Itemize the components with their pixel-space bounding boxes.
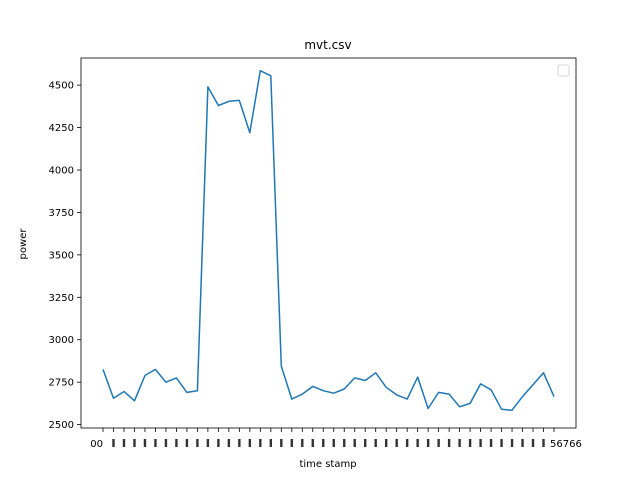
x-tick-label-overlap bbox=[489, 439, 493, 447]
x-tick-label-overlap bbox=[259, 439, 262, 447]
x-tick-label-overlap bbox=[122, 439, 126, 447]
x-tick-label-overlap bbox=[468, 439, 472, 447]
x-tick-label-overlap bbox=[133, 439, 136, 447]
x-tick-label-overlap bbox=[510, 439, 514, 447]
x-tick-label-overlap bbox=[269, 439, 273, 447]
x-tick-label-overlap bbox=[353, 439, 356, 447]
x-tick-label-overlap bbox=[185, 439, 189, 447]
x-tick-label-overlap bbox=[196, 439, 199, 447]
y-tick-label: 2500 bbox=[49, 420, 74, 431]
x-tick-label-overlap bbox=[542, 439, 545, 447]
x-tick-label-overlap bbox=[206, 439, 210, 447]
x-tick-label-overlap bbox=[143, 439, 147, 447]
y-axis-label: power bbox=[18, 228, 29, 260]
x-tick-label-overlap bbox=[416, 439, 419, 447]
x-tick-label-overlap bbox=[395, 439, 398, 447]
x-tick-label-overlap bbox=[301, 439, 304, 447]
x-tick-label-overlap bbox=[248, 439, 252, 447]
x-tick-label-overlap bbox=[374, 439, 377, 447]
x-tick-label-overlap bbox=[458, 439, 461, 447]
y-axis: 2500 2750 3000 3250 3500 3750 4000 4250 4500 bbox=[49, 81, 81, 431]
x-tick-label-overlap bbox=[426, 439, 430, 447]
x-tick-label-last: 56766 bbox=[550, 439, 582, 450]
y-tick-label: 4250 bbox=[49, 123, 74, 134]
x-tick-label-overlap bbox=[500, 439, 503, 447]
y-tick-label: 3750 bbox=[49, 208, 74, 219]
x-tick-label-overlap bbox=[154, 439, 157, 447]
y-tick-label: 3250 bbox=[49, 293, 74, 304]
y-tick-label: 3000 bbox=[49, 335, 74, 346]
x-tick-label-overlap bbox=[343, 439, 346, 447]
x-tick-label-overlap bbox=[238, 439, 241, 447]
y-tick-label: 3500 bbox=[49, 250, 74, 261]
x-tick-label-overlap bbox=[175, 439, 178, 447]
x-tick-label-overlap bbox=[164, 439, 168, 447]
y-tick-label: 4500 bbox=[49, 81, 74, 92]
chart-title: mvt.csv bbox=[304, 38, 351, 52]
legend-box bbox=[557, 64, 570, 77]
y-tick-label: 2750 bbox=[49, 378, 74, 389]
x-axis-label: time stamp bbox=[299, 459, 356, 470]
x-tick-label-overlap bbox=[437, 439, 440, 447]
x-tick-label-overlap bbox=[521, 439, 524, 447]
power-series-line bbox=[102, 69, 555, 411]
x-tick-label-overlap bbox=[290, 439, 293, 447]
x-tick-label-overlap bbox=[531, 439, 535, 447]
x-tick-label-overlap bbox=[447, 439, 451, 447]
x-tick-label-first: 00 bbox=[90, 439, 103, 450]
x-tick-label-overlap bbox=[227, 439, 231, 447]
x-tick-label-overlap bbox=[280, 439, 283, 447]
x-tick-label-overlap bbox=[384, 439, 388, 447]
x-tick-label-overlap bbox=[112, 439, 115, 447]
y-tick-label: 4000 bbox=[49, 166, 74, 177]
x-tick-label-overlap bbox=[311, 439, 314, 447]
x-tick-label-overlap bbox=[479, 439, 482, 447]
x-tick-label-overlap bbox=[322, 439, 325, 447]
plot-frame bbox=[80, 57, 577, 429]
x-tick-label-overlap bbox=[405, 439, 409, 447]
x-tick-label-overlap bbox=[217, 439, 220, 447]
x-axis: 00 56766 bbox=[90, 428, 582, 450]
x-tick-label-overlap bbox=[364, 439, 367, 447]
x-tick-label-overlap bbox=[332, 439, 335, 447]
